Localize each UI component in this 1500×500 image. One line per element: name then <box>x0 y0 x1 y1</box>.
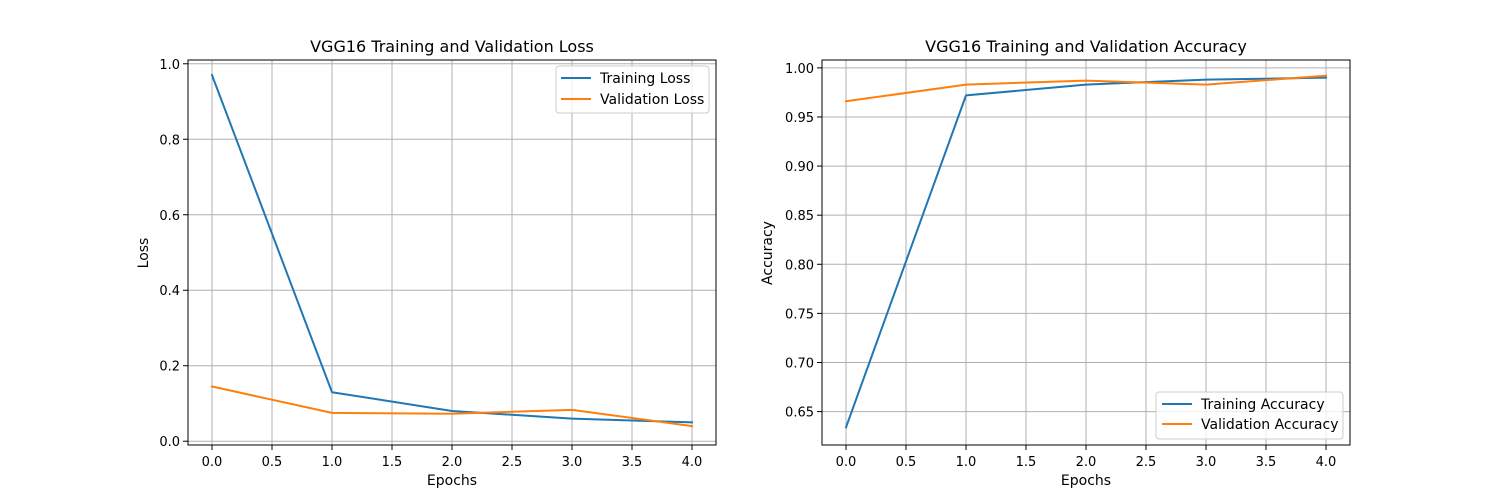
accuracy-grid <box>822 60 1350 445</box>
loss-x-tick-label: 0.5 <box>262 455 283 470</box>
accuracy-x-tick-label: 1.0 <box>956 455 977 470</box>
accuracy-legend-box <box>1155 391 1344 440</box>
loss-legend-label-training: Training Loss <box>599 71 690 87</box>
accuracy-y-ticks: 0.65 0.70 0.75 0.80 0.85 0.90 0.95 1.00 <box>785 62 822 421</box>
loss-y-tick-label: 0.0 <box>159 435 180 450</box>
accuracy-x-tick-label: 4.0 <box>1316 455 1337 470</box>
accuracy-x-tick-label: 1.5 <box>1016 455 1037 470</box>
accuracy-x-ticks: 0.0 0.5 1.0 1.5 2.0 2.5 3.0 3.5 4.0 <box>836 445 1337 470</box>
accuracy-x-axis-label: Epochs <box>1061 473 1111 489</box>
accuracy-x-tick-label: 3.5 <box>1256 455 1277 470</box>
accuracy-legend-label-training: Training Accuracy <box>1200 397 1325 413</box>
loss-legend-label-validation: Validation Loss <box>600 92 704 108</box>
accuracy-chart: VGG16 Training and Validation Accuracy 0… <box>760 37 1351 489</box>
accuracy-y-tick-label: 1.00 <box>785 62 814 77</box>
loss-x-tick-label: 4.0 <box>682 455 703 470</box>
loss-chart: VGG16 Training and Validation Loss 0.0 0.… <box>136 37 717 489</box>
accuracy-legend-label-validation: Validation Accuracy <box>1201 417 1339 433</box>
series-line-training-loss <box>210 73 694 424</box>
accuracy-x-tick-label: 3.0 <box>1196 455 1217 470</box>
loss-x-tick-label: 1.5 <box>382 455 403 470</box>
loss-x-tick-label: 0.0 <box>202 455 223 470</box>
loss-y-tick-label: 0.6 <box>159 209 180 224</box>
accuracy-lines <box>844 74 1328 429</box>
series-line-validation-accuracy <box>844 74 1328 103</box>
accuracy-chart-title: VGG16 Training and Validation Accuracy <box>925 37 1247 56</box>
accuracy-x-tick-label: 0.5 <box>896 455 917 470</box>
loss-x-tick-label: 2.5 <box>502 455 523 470</box>
accuracy-y-tick-label: 0.85 <box>785 209 814 224</box>
accuracy-y-tick-label: 0.75 <box>785 307 814 322</box>
loss-grid <box>188 60 716 445</box>
accuracy-y-tick-label: 0.80 <box>785 258 814 273</box>
accuracy-y-tick-label: 0.65 <box>785 406 814 421</box>
loss-y-ticks: 0.0 0.2 0.4 0.6 0.8 1.0 <box>159 58 188 450</box>
loss-x-tick-label: 3.5 <box>622 455 643 470</box>
series-line-validation-loss <box>210 385 694 428</box>
accuracy-legend: Training Accuracy Validation Accuracy <box>1155 391 1344 440</box>
series-line-training-accuracy <box>844 76 1328 429</box>
accuracy-y-axis-label: Accuracy <box>760 221 776 285</box>
loss-x-tick-label: 3.0 <box>562 455 583 470</box>
loss-chart-title: VGG16 Training and Validation Loss <box>310 37 594 56</box>
loss-legend-box <box>555 65 710 114</box>
accuracy-x-tick-label: 2.0 <box>1076 455 1097 470</box>
loss-lines <box>210 73 694 428</box>
accuracy-y-tick-label: 0.90 <box>785 160 814 175</box>
loss-legend: Training Loss Validation Loss <box>555 65 710 114</box>
loss-x-ticks: 0.0 0.5 1.0 1.5 2.0 2.5 3.0 3.5 4.0 <box>202 445 703 470</box>
loss-x-axis-label: Epochs <box>427 473 477 489</box>
loss-y-tick-label: 0.2 <box>159 360 180 375</box>
loss-y-tick-label: 0.8 <box>159 133 180 148</box>
loss-y-tick-label: 0.4 <box>159 284 180 299</box>
loss-x-tick-label: 2.0 <box>442 455 463 470</box>
accuracy-y-tick-label: 0.70 <box>785 357 814 372</box>
accuracy-x-tick-label: 0.0 <box>836 455 857 470</box>
loss-y-axis-label: Loss <box>136 238 152 269</box>
loss-y-tick-label: 1.0 <box>159 58 180 73</box>
loss-x-tick-label: 1.0 <box>322 455 343 470</box>
accuracy-y-tick-label: 0.95 <box>785 111 814 126</box>
accuracy-x-tick-label: 2.5 <box>1136 455 1157 470</box>
